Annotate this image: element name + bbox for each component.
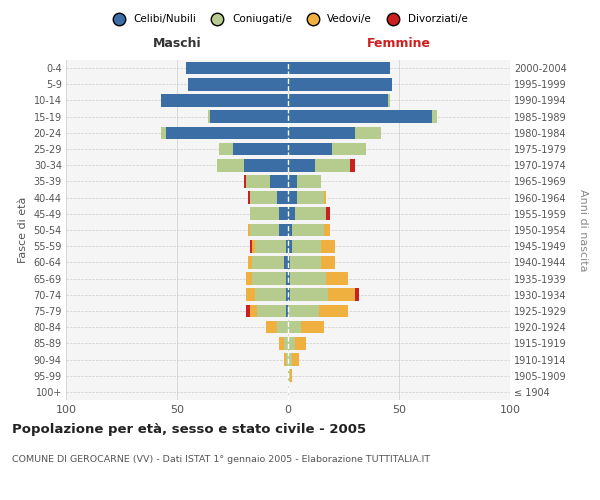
Bar	[288, 304, 319, 318]
Bar	[288, 256, 290, 268]
Bar	[288, 159, 314, 172]
Bar	[290, 370, 292, 382]
Bar	[288, 224, 292, 236]
Bar	[250, 304, 257, 318]
Text: Femmine: Femmine	[367, 38, 431, 51]
Bar	[288, 272, 290, 285]
Bar	[350, 159, 355, 172]
Bar	[284, 353, 286, 366]
Bar	[326, 208, 330, 220]
Bar	[323, 224, 330, 236]
Bar	[253, 272, 286, 285]
Bar	[332, 142, 366, 156]
Bar	[248, 224, 250, 236]
Bar	[297, 192, 323, 204]
Bar	[279, 224, 288, 236]
Bar	[208, 110, 211, 123]
Text: COMUNE DI GEROCARNE (VV) - Dati ISTAT 1° gennaio 2005 - Elaborazione TUTTITALIA.: COMUNE DI GEROCARNE (VV) - Dati ISTAT 1°…	[12, 455, 430, 464]
Bar	[288, 240, 292, 252]
Bar	[295, 208, 326, 220]
Bar	[254, 240, 286, 252]
Y-axis label: Fasce di età: Fasce di età	[18, 197, 28, 263]
Bar	[186, 62, 288, 74]
Bar	[290, 272, 326, 285]
Bar	[246, 175, 270, 188]
Bar	[279, 337, 284, 349]
Bar	[328, 288, 355, 301]
Bar	[319, 304, 348, 318]
Bar	[246, 304, 250, 318]
Bar	[288, 288, 290, 301]
Bar	[432, 110, 437, 123]
Bar	[292, 353, 299, 366]
Bar	[257, 304, 286, 318]
Bar	[301, 321, 323, 334]
Bar	[279, 208, 288, 220]
Bar	[286, 353, 288, 366]
Bar	[288, 62, 390, 74]
Bar	[286, 240, 288, 252]
Bar	[233, 142, 288, 156]
Bar	[248, 192, 250, 204]
Bar	[355, 126, 381, 139]
Bar	[288, 78, 392, 90]
Bar	[217, 159, 244, 172]
Bar	[288, 175, 297, 188]
Bar	[288, 337, 295, 349]
Bar	[277, 321, 288, 334]
Y-axis label: Anni di nascita: Anni di nascita	[578, 188, 588, 271]
Bar	[290, 288, 328, 301]
Bar	[292, 224, 323, 236]
Bar	[295, 337, 306, 349]
Bar	[244, 159, 288, 172]
Bar	[219, 142, 233, 156]
Bar	[161, 94, 288, 107]
Bar	[270, 175, 288, 188]
Bar	[288, 353, 292, 366]
Bar	[161, 126, 166, 139]
Bar	[254, 288, 286, 301]
Bar	[266, 321, 277, 334]
Bar	[277, 192, 288, 204]
Bar	[166, 126, 288, 139]
Text: Popolazione per età, sesso e stato civile - 2005: Popolazione per età, sesso e stato civil…	[12, 422, 366, 436]
Bar	[250, 224, 279, 236]
Bar	[253, 256, 284, 268]
Bar	[284, 337, 288, 349]
Bar	[250, 240, 253, 252]
Bar	[248, 256, 253, 268]
Bar	[188, 78, 288, 90]
Legend: Celibi/Nubili, Coniugati/e, Vedovi/e, Divorziati/e: Celibi/Nubili, Coniugati/e, Vedovi/e, Di…	[104, 10, 472, 29]
Bar	[288, 94, 388, 107]
Bar	[253, 240, 254, 252]
Bar	[250, 192, 277, 204]
Bar	[314, 159, 350, 172]
Bar	[246, 288, 254, 301]
Bar	[355, 288, 359, 301]
Bar	[246, 272, 253, 285]
Text: Maschi: Maschi	[152, 38, 202, 51]
Bar	[292, 240, 322, 252]
Bar	[288, 142, 332, 156]
Bar	[297, 175, 322, 188]
Bar	[244, 175, 246, 188]
Bar	[288, 321, 301, 334]
Bar	[286, 304, 288, 318]
Bar	[290, 256, 322, 268]
Bar	[288, 370, 290, 382]
Bar	[286, 272, 288, 285]
Bar	[286, 288, 288, 301]
Bar	[288, 110, 432, 123]
Bar	[326, 272, 348, 285]
Bar	[322, 256, 335, 268]
Bar	[288, 192, 297, 204]
Bar	[250, 208, 279, 220]
Bar	[388, 94, 390, 107]
Bar	[211, 110, 288, 123]
Bar	[288, 126, 355, 139]
Bar	[284, 256, 288, 268]
Bar	[288, 208, 295, 220]
Bar	[323, 192, 326, 204]
Bar	[322, 240, 335, 252]
